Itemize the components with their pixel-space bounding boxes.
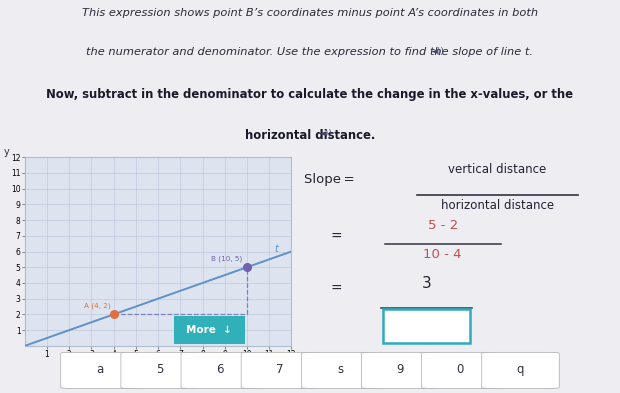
Text: q: q (516, 363, 525, 376)
FancyBboxPatch shape (383, 309, 470, 343)
Text: ◄)): ◄)) (319, 129, 333, 138)
FancyBboxPatch shape (61, 352, 138, 388)
Text: a: a (96, 363, 103, 376)
Text: 0: 0 (457, 363, 464, 376)
Text: =: = (330, 230, 342, 243)
Text: y: y (4, 147, 10, 158)
Text: 5 - 2: 5 - 2 (428, 219, 458, 232)
Text: 7: 7 (276, 363, 284, 376)
Text: More  ↓: More ↓ (187, 325, 232, 335)
Text: A (4, 2): A (4, 2) (84, 302, 110, 309)
FancyBboxPatch shape (301, 352, 379, 388)
FancyBboxPatch shape (482, 352, 559, 388)
FancyBboxPatch shape (241, 352, 319, 388)
FancyBboxPatch shape (361, 352, 439, 388)
Text: 5: 5 (156, 363, 163, 376)
Text: horizontal distance: horizontal distance (441, 199, 554, 212)
FancyBboxPatch shape (168, 313, 250, 346)
Text: 10 - 4: 10 - 4 (423, 248, 462, 261)
FancyBboxPatch shape (422, 352, 499, 388)
Text: This expression shows point B’s coordinates minus point A’s coordinates in both: This expression shows point B’s coordina… (82, 8, 538, 18)
FancyBboxPatch shape (181, 352, 259, 388)
Text: =: = (330, 282, 342, 296)
Text: the numerator and denominator. Use the expression to find the slope of line t.: the numerator and denominator. Use the e… (87, 47, 533, 57)
Text: 3: 3 (422, 276, 432, 291)
Text: s: s (337, 363, 343, 376)
Text: horizontal distance.: horizontal distance. (245, 129, 375, 142)
Text: Now, subtract in the denominator to calculate the change in the x-values, or the: Now, subtract in the denominator to calc… (46, 88, 574, 101)
Text: B (10, 5): B (10, 5) (211, 255, 242, 262)
Text: 9: 9 (396, 363, 404, 376)
Text: ◄)): ◄)) (431, 47, 445, 56)
Text: Slope =: Slope = (304, 173, 355, 186)
Text: 6: 6 (216, 363, 224, 376)
Text: vertical distance: vertical distance (448, 163, 547, 176)
FancyBboxPatch shape (121, 352, 198, 388)
Text: t: t (274, 244, 278, 253)
